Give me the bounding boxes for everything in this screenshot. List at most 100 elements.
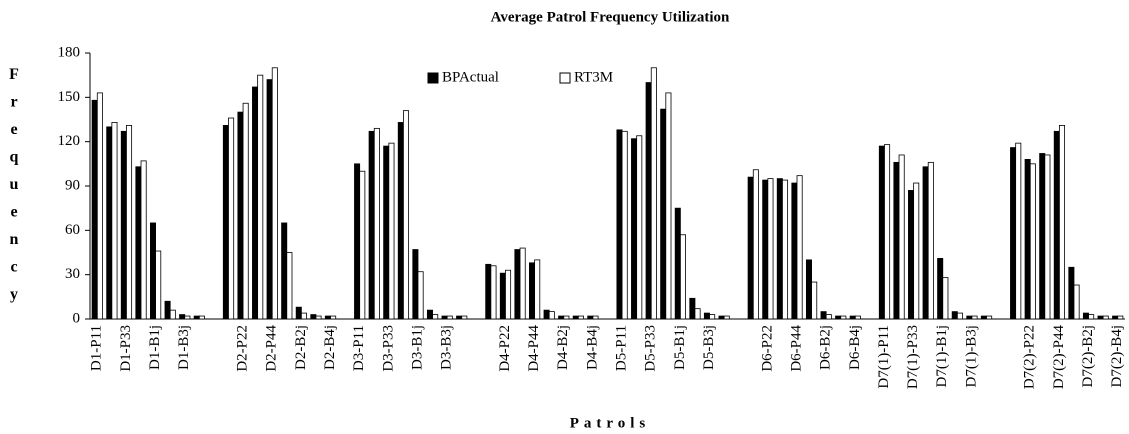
x-tick-label: D5-P11: [614, 325, 630, 371]
x-tick-label: D7(1)-P33: [905, 325, 921, 389]
bar: [971, 315, 978, 320]
bar: [383, 145, 390, 320]
bar: [237, 111, 244, 320]
x-tick-label: D5-B3j: [701, 325, 717, 370]
bar: [324, 315, 331, 320]
bar: [893, 161, 900, 320]
bar: [592, 315, 599, 320]
bar: [456, 315, 463, 320]
bar: [616, 129, 623, 320]
bar: [310, 314, 317, 320]
x-tick-label: D3-P11: [351, 325, 367, 371]
bar: [149, 222, 156, 320]
bar: [499, 272, 506, 320]
bar: [718, 315, 725, 320]
bar: [490, 265, 497, 320]
x-tick-label: D4-B4j: [584, 325, 600, 370]
bar: [441, 315, 448, 320]
bar: [184, 315, 191, 320]
bar: [922, 166, 929, 320]
bar: [1029, 163, 1036, 320]
bar: [694, 308, 701, 320]
x-tick-label: D6-B4j: [847, 325, 863, 370]
bar: [543, 309, 550, 320]
bar: [1059, 125, 1066, 320]
bar: [703, 312, 710, 320]
x-tick-label: D6-P44: [788, 325, 804, 372]
y-tick-label: 180: [58, 44, 81, 60]
bar: [198, 315, 205, 320]
bar: [1044, 154, 1051, 320]
bar: [849, 315, 856, 320]
bar: [135, 166, 142, 320]
bar: [665, 92, 672, 320]
chart-title: Average Patrol Frequency Utilization: [491, 9, 730, 25]
bar: [1117, 315, 1124, 320]
bar: [368, 130, 375, 320]
bar: [577, 315, 584, 320]
bar: [835, 315, 842, 320]
y-tick-label: 30: [65, 266, 80, 282]
bar: [563, 315, 570, 320]
bar: [295, 306, 302, 320]
x-tick-label: D6-P22: [759, 325, 775, 372]
bar: [898, 154, 905, 320]
bar: [956, 312, 963, 320]
x-tick-label: D2-B2j: [293, 325, 309, 370]
x-tick-label: D1-P33: [118, 325, 134, 372]
x-tick-label: D6-B2j: [818, 325, 834, 370]
bar: [951, 311, 958, 320]
bar: [461, 315, 468, 320]
x-tick-label: D4-B2j: [555, 325, 571, 370]
bar: [937, 258, 944, 320]
bar: [534, 259, 541, 320]
bar: [762, 179, 769, 320]
bar: [315, 315, 322, 320]
bar: [645, 82, 652, 320]
bar: [878, 145, 885, 320]
bar: [432, 314, 439, 320]
bar: [126, 125, 133, 320]
bar: [257, 74, 264, 320]
bar: [514, 249, 521, 320]
bar: [805, 259, 812, 320]
legend-swatch: [559, 72, 571, 84]
bar: [966, 315, 973, 320]
bar: [674, 207, 681, 320]
bar: [354, 163, 361, 320]
bar: [164, 300, 171, 320]
bar: [266, 79, 273, 320]
bar: [281, 222, 288, 320]
bar: [1010, 147, 1017, 320]
bar: [1039, 153, 1046, 320]
bar: [791, 182, 798, 320]
x-tick-label: D7(2)-P22: [1022, 325, 1038, 389]
bar: [631, 138, 638, 320]
x-tick-label: D7(1)-B3j: [963, 325, 979, 388]
y-tick-label: 0: [73, 310, 81, 326]
bar: [359, 170, 366, 320]
bar: [106, 126, 113, 320]
bar: [1082, 312, 1089, 320]
bar: [222, 125, 229, 320]
bar: [412, 249, 419, 320]
bar: [942, 277, 949, 320]
x-tick-label: D7(1)-P11: [876, 325, 892, 389]
bar: [660, 108, 667, 320]
bar: [1024, 158, 1031, 320]
bar: [271, 67, 278, 320]
bar: [300, 312, 307, 320]
x-tick-label: D1-B3j: [176, 325, 192, 370]
x-tick-label: D7(1)-B1j: [934, 325, 950, 388]
bar: [796, 175, 803, 320]
bar: [776, 178, 783, 320]
bar: [709, 314, 716, 320]
y-tick-label: 60: [65, 222, 80, 238]
bar: [242, 102, 249, 320]
bar: [723, 315, 730, 320]
bar: [169, 309, 176, 320]
bar: [1015, 142, 1022, 320]
x-tick-label: D2-B4j: [322, 325, 338, 370]
x-tick-label: D1-P11: [89, 325, 105, 371]
legend-swatch: [427, 72, 439, 84]
